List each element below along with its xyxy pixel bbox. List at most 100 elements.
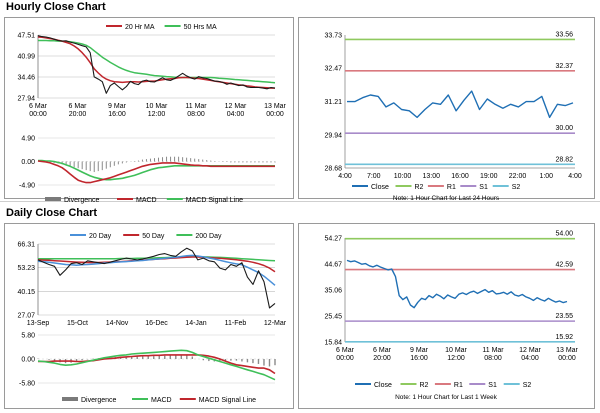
legend-label-macd-signal-line: MACD Signal Line xyxy=(199,397,256,404)
daily-right-panel-frame xyxy=(298,223,595,409)
macd-line xyxy=(37,160,275,184)
y-tick-label: 34.46 xyxy=(17,75,35,82)
y-tick-label: 0.00 xyxy=(21,159,35,166)
legend-label-r1: R1 xyxy=(447,184,456,191)
y-tick-label: 28.68 xyxy=(324,166,342,173)
legend-label-macd-signal-line: MACD Signal Line xyxy=(186,197,243,204)
x-tick-label: 10 Mar xyxy=(146,103,168,110)
x-tick-label: 12 Mar xyxy=(225,103,247,110)
hourly-section-title: Hourly Close Chart xyxy=(6,1,106,13)
legend-label-close: Close xyxy=(374,382,392,389)
y-tick-label: 40.99 xyxy=(17,53,35,60)
y-tick-label: 54.27 xyxy=(324,236,342,243)
x-tick-label: 00:00 xyxy=(558,355,576,362)
section-divider xyxy=(0,201,600,202)
y-tick-label: 5.80 xyxy=(21,333,35,340)
x-tick-label: 11 Mar xyxy=(185,103,207,110)
x-tick-label: 16-Dec xyxy=(145,320,168,327)
y-tick-label: 29.94 xyxy=(324,132,342,139)
x-tick-label: 15-Oct xyxy=(67,320,88,327)
x-tick-label: 4:00 xyxy=(568,173,582,180)
x-tick-label: 1:00 xyxy=(539,173,553,180)
y-tick-label: 66.31 xyxy=(17,242,35,249)
legend-label-close: Close xyxy=(371,184,389,191)
level-label-s1: 23.55 xyxy=(555,313,573,320)
y-tick-label: -5.80 xyxy=(19,381,35,388)
y-tick-label: 27.94 xyxy=(17,96,35,103)
legend-label-s2: S2 xyxy=(523,382,532,389)
x-tick-label: 08:00 xyxy=(187,111,205,118)
chart-note: Note: 1 Hour Chart for Last 24 Hours xyxy=(393,195,500,202)
legend-label-20-day: 20 Day xyxy=(89,233,112,240)
daily-left-panel-frame xyxy=(4,223,294,409)
x-tick-label: 6 Mar xyxy=(69,103,88,110)
y-tick-label: 35.06 xyxy=(324,287,342,294)
x-tick-label: 13:00 xyxy=(422,173,440,180)
x-tick-label: 9 Mar xyxy=(108,103,127,110)
x-tick-label: 7:00 xyxy=(367,173,381,180)
x-tick-label: 13 Mar xyxy=(264,103,286,110)
chart-note: Note: 1 Hour Chart for Last 1 Week xyxy=(395,394,498,401)
x-tick-label: 6 Mar xyxy=(336,347,355,354)
legend-label-r2: R2 xyxy=(420,382,429,389)
legend-label-r1: R1 xyxy=(454,382,463,389)
close-line xyxy=(37,247,276,309)
legend-label-macd: MACD xyxy=(151,397,172,404)
close-line xyxy=(347,90,574,119)
y-tick-label: 40.15 xyxy=(17,289,35,296)
legend-label-s1: S1 xyxy=(479,184,488,191)
x-tick-label: 16:00 xyxy=(451,173,469,180)
x-tick-label: 11 Mar xyxy=(482,347,504,354)
x-tick-label: 14-Nov xyxy=(106,320,129,327)
x-tick-label: 13 Mar xyxy=(556,347,578,354)
x-tick-label: 22:00 xyxy=(509,173,527,180)
legend-label-divergence: Divergence xyxy=(64,197,100,204)
level-label-r1: 32.37 xyxy=(555,63,573,70)
x-tick-label: 6 Mar xyxy=(29,103,48,110)
series-line-2 xyxy=(38,39,276,84)
x-tick-label: 4:00 xyxy=(338,173,352,180)
level-label-s2: 15.92 xyxy=(555,334,573,341)
x-tick-label: 14-Jan xyxy=(185,320,207,327)
x-tick-label: 20:00 xyxy=(373,355,391,362)
daily-section-title: Daily Close Chart xyxy=(6,207,98,219)
x-tick-label: 12-Mar xyxy=(264,320,287,327)
x-tick-label: 19:00 xyxy=(480,173,498,180)
hourly-right-panel-frame xyxy=(298,17,595,199)
x-tick-label: 00:00 xyxy=(266,111,284,118)
level-label-r2: 33.56 xyxy=(555,31,573,38)
close-line xyxy=(346,259,568,309)
y-tick-label: 31.21 xyxy=(324,99,342,106)
x-tick-label: 12:00 xyxy=(447,355,465,362)
y-tick-label: 4.90 xyxy=(21,136,35,143)
legend-label-r2: R2 xyxy=(415,184,424,191)
x-tick-label: 9 Mar xyxy=(410,347,429,354)
ma20-line xyxy=(37,254,276,286)
y-tick-label: -4.90 xyxy=(19,183,35,190)
y-tick-label: 53.23 xyxy=(17,265,35,272)
x-tick-label: 00:00 xyxy=(336,355,354,362)
legend-swatch-divergence xyxy=(45,197,61,201)
y-tick-label: 33.73 xyxy=(324,33,342,40)
legend-label-50-hrs-ma: 50 Hrs MA xyxy=(184,24,217,31)
level-label-r1: 42.59 xyxy=(555,262,573,269)
x-tick-label: 12 Mar xyxy=(519,347,541,354)
x-tick-label: 20:00 xyxy=(69,111,87,118)
legend-label-s2: S2 xyxy=(512,184,521,191)
x-tick-label: 00:00 xyxy=(29,111,47,118)
legend-swatch-divergence xyxy=(62,397,78,401)
ma200-line xyxy=(38,255,276,262)
y-tick-label: 25.45 xyxy=(324,313,342,320)
legend-label-divergence: Divergence xyxy=(81,397,117,404)
y-tick-label: 27.07 xyxy=(17,313,35,320)
hourly-left-panel-frame xyxy=(4,17,294,199)
y-tick-label: 44.67 xyxy=(324,261,342,268)
x-tick-label: 6 Mar xyxy=(373,347,392,354)
y-tick-label: 32.47 xyxy=(324,66,342,73)
y-tick-label: 0.00 xyxy=(21,357,35,364)
level-label-s1: 30.00 xyxy=(555,125,573,132)
legend-label-50-day: 50 Day xyxy=(142,233,165,240)
macd-signal-line xyxy=(38,354,276,375)
x-tick-label: 04:00 xyxy=(521,355,539,362)
